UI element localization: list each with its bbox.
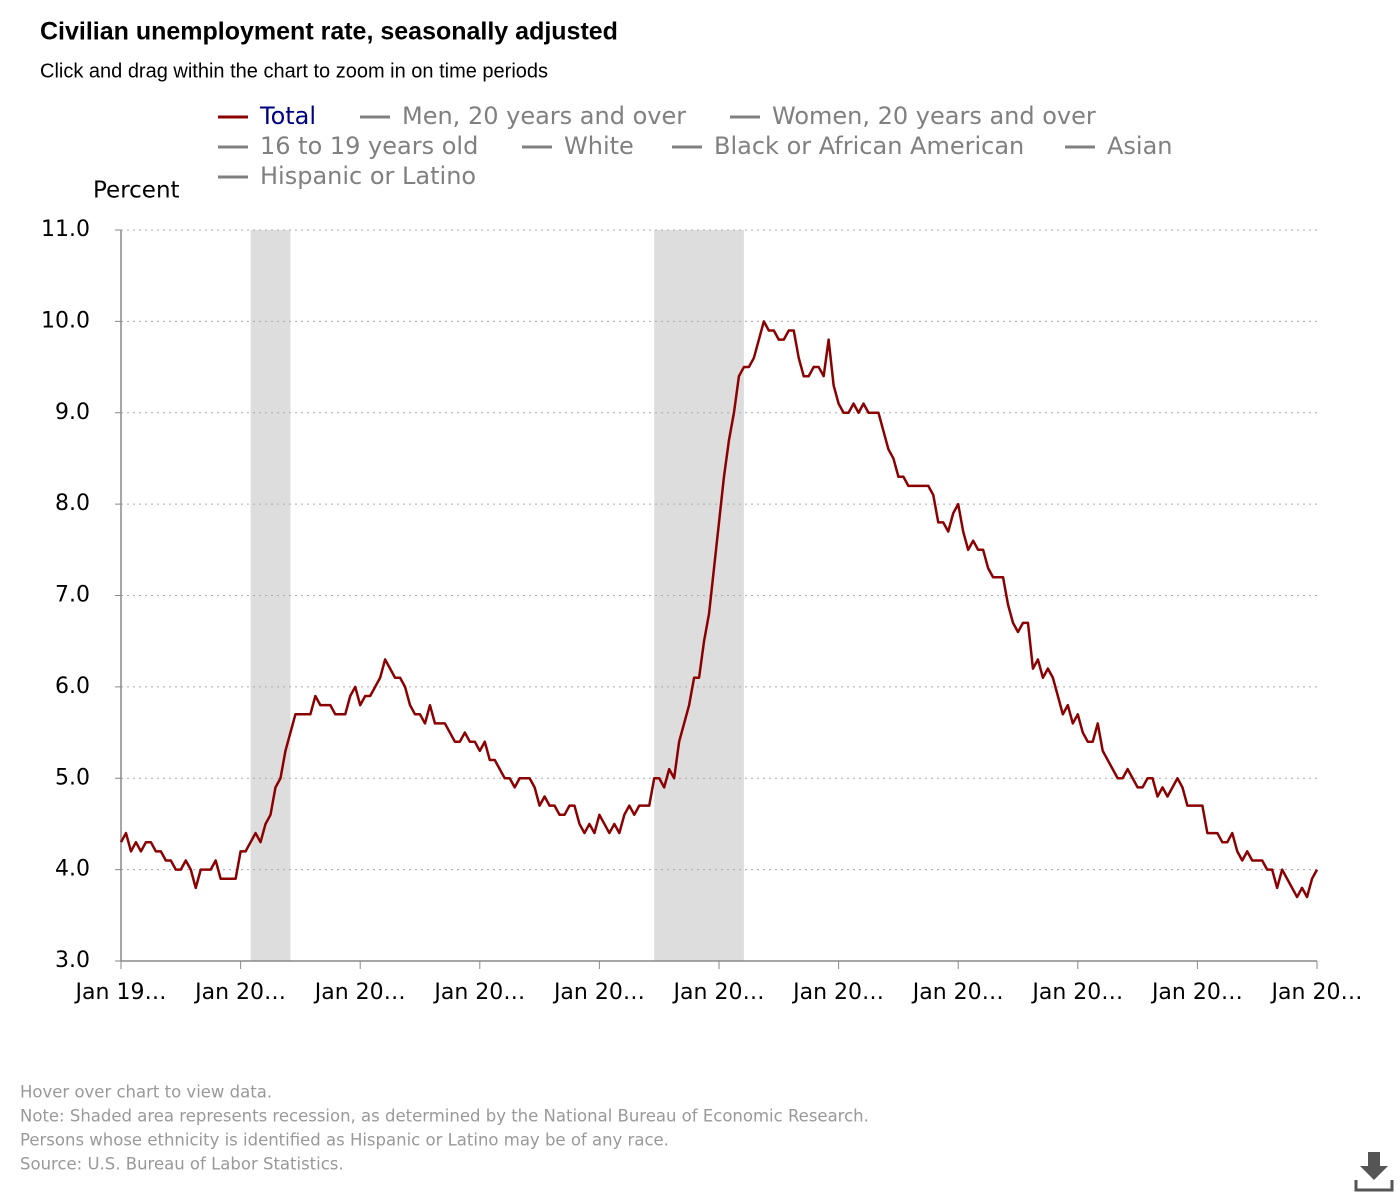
y-tick-label: 10.0	[41, 308, 90, 333]
y-axis-label: Percent	[93, 178, 180, 204]
y-tick-label: 8.0	[55, 491, 90, 516]
y-tick-label: 9.0	[55, 400, 90, 425]
legend-label[interactable]: 16 to 19 years old	[260, 132, 478, 160]
legend-item[interactable]: Asian	[1065, 132, 1173, 160]
x-tick-label: Jan 20…	[791, 980, 884, 1005]
legend-label[interactable]: Black or African American	[714, 132, 1024, 160]
x-tick-label: Jan 20…	[911, 980, 1004, 1005]
legend-label[interactable]: Asian	[1107, 132, 1173, 160]
y-tick-label: 6.0	[55, 674, 90, 699]
legend-label[interactable]: White	[564, 132, 634, 160]
download-button[interactable]	[1354, 1150, 1394, 1194]
x-tick-label: Jan 20…	[1030, 980, 1123, 1005]
download-tray	[1354, 1180, 1394, 1192]
legend-label[interactable]: Total	[259, 102, 316, 130]
legend-item[interactable]: Total	[218, 102, 316, 130]
chart-subtitle: Click and drag within the chart to zoom …	[40, 60, 548, 82]
x-tick-label: Jan 20…	[1150, 980, 1243, 1005]
legend-item[interactable]: Women, 20 years and over	[730, 102, 1096, 130]
footnote: Source: U.S. Bureau of Labor Statistics.	[20, 1155, 344, 1174]
y-tick-label: 5.0	[55, 765, 90, 790]
series-line	[119, 320, 1319, 899]
legend-label[interactable]: Hispanic or Latino	[260, 162, 476, 190]
x-tick-label: Jan 20…	[552, 980, 645, 1005]
legend-item[interactable]: White	[522, 132, 634, 160]
legend-item[interactable]: 16 to 19 years old	[218, 132, 478, 160]
x-tick-label: Jan 20…	[432, 980, 525, 1005]
footnote: Hover over chart to view data.	[20, 1083, 272, 1102]
legend-item[interactable]: Hispanic or Latino	[218, 162, 476, 190]
legend-label[interactable]: Men, 20 years and over	[402, 102, 686, 130]
x-tick-label: Jan 19…	[74, 980, 167, 1005]
x-tick-label: Jan 20…	[1270, 980, 1363, 1005]
y-tick-label: 3.0	[55, 948, 90, 973]
chart-title: Civilian unemployment rate, seasonally a…	[40, 18, 618, 46]
footnote: Note: Shaded area represents recession, …	[20, 1107, 869, 1126]
legend-item[interactable]: Men, 20 years and over	[360, 102, 686, 130]
y-tick-label: 11.0	[41, 217, 90, 242]
download-arrow	[1360, 1152, 1388, 1180]
y-tick-label: 7.0	[55, 583, 90, 608]
y-tick-label: 4.0	[55, 857, 90, 882]
x-tick-label: Jan 20…	[672, 980, 765, 1005]
footnote: Persons whose ethnicity is identified as…	[20, 1131, 669, 1150]
legend-item[interactable]: Black or African American	[672, 132, 1024, 160]
x-tick-label: Jan 20…	[313, 980, 406, 1005]
x-tick-label: Jan 20…	[193, 980, 286, 1005]
legend-label[interactable]: Women, 20 years and over	[772, 102, 1096, 130]
